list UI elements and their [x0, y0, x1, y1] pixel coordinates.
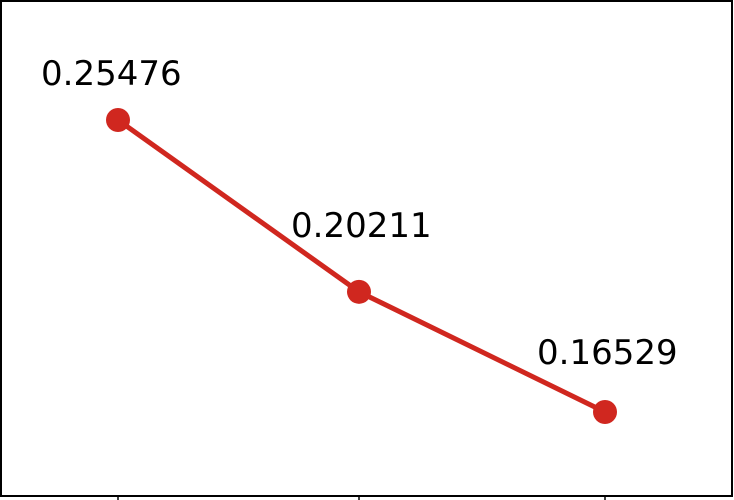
data-label-3: 0.16529 [537, 333, 678, 373]
data-label-2: 0.20211 [291, 206, 432, 246]
data-label-1: 0.25476 [41, 54, 182, 94]
data-labels: 0.25476 0.20211 0.16529 [41, 54, 678, 373]
series-points [106, 108, 617, 424]
data-point-1 [106, 108, 130, 132]
data-point-2 [347, 279, 371, 304]
data-point-3 [593, 400, 617, 424]
series-line [115, 117, 608, 415]
x-axis-ticks [117, 496, 606, 500]
